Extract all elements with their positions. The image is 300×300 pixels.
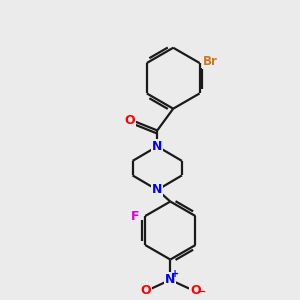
Text: +: + [171,269,179,279]
Text: O: O [190,284,201,296]
Text: N: N [152,183,162,196]
Text: O: O [124,114,135,127]
Text: O: O [140,284,151,296]
Text: N: N [152,140,162,153]
Text: Br: Br [203,55,218,68]
Text: −: − [197,287,206,297]
Text: F: F [131,209,139,223]
Text: N: N [165,273,175,286]
